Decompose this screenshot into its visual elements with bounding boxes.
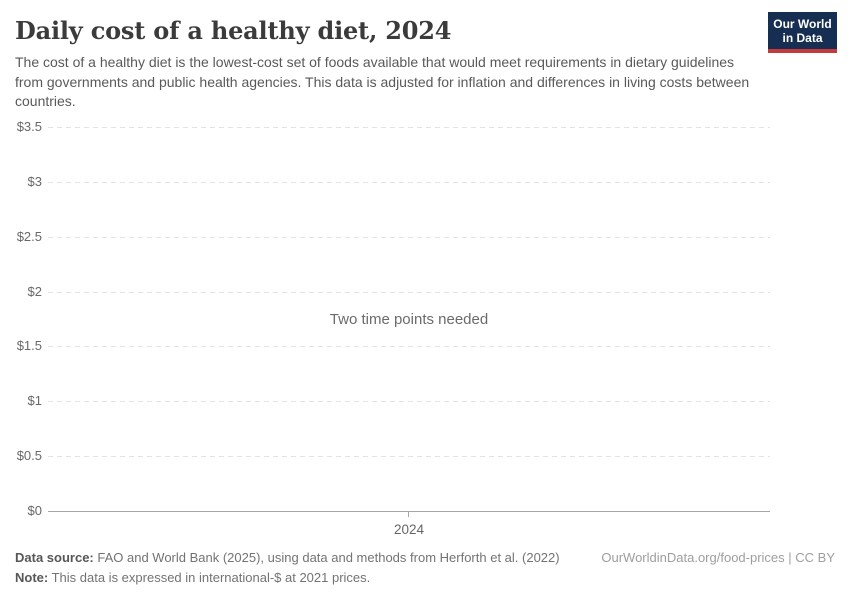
- y-axis-tick-label: $1: [27, 392, 42, 408]
- gridline: [48, 455, 770, 457]
- y-axis-tick-label: $3.5: [16, 118, 42, 134]
- gridline: [48, 236, 770, 238]
- y-axis-tick-label: $0: [27, 502, 42, 518]
- footer-note-text: This data is expressed in international-…: [48, 570, 371, 585]
- page-title: Daily cost of a healthy diet, 2024: [15, 16, 452, 45]
- x-axis-tick-label: 2024: [393, 521, 425, 537]
- gridline: [48, 345, 770, 347]
- x-axis-line: [48, 510, 770, 512]
- chart-empty-message: Two time points needed: [329, 310, 489, 328]
- x-axis-tick-mark: [408, 510, 409, 517]
- gridline: [48, 181, 770, 183]
- chart-footer: Data source: FAO and World Bank (2025), …: [0, 548, 850, 600]
- chart-subtitle: The cost of a healthy diet is the lowest…: [15, 54, 750, 109]
- gridline: [48, 400, 770, 402]
- owid-logo-text-line2: in Data: [782, 31, 823, 45]
- footer-note-label: Note:: [15, 570, 49, 585]
- footer-source-text: FAO and World Bank (2025), using data an…: [93, 550, 560, 565]
- owid-logo-text-line1: Our World: [773, 17, 832, 31]
- gridline: [48, 126, 770, 128]
- y-axis-tick-label: $2.5: [16, 228, 42, 244]
- y-axis-tick-label: $3: [27, 173, 42, 189]
- gridline: [48, 291, 770, 293]
- footer-source: Data source: FAO and World Bank (2025), …: [15, 548, 560, 568]
- footer-source-row: Data source: FAO and World Bank (2025), …: [15, 548, 835, 568]
- owid-logo: Our World in Data: [768, 12, 837, 53]
- y-axis-tick-label: $0.5: [16, 447, 42, 463]
- footer-license-link[interactable]: OurWorldinData.org/food-prices | CC BY: [601, 550, 835, 565]
- y-axis-tick-label: $2: [27, 283, 42, 299]
- chart-plot-area: $3.5 $3 $2.5 $2 $1.5 $1 $0.5 $0 Two time points…: [0, 119, 850, 547]
- footer-source-label: Data source:: [15, 550, 94, 565]
- chart-header: Daily cost of a healthy diet, 2024 The c…: [0, 0, 850, 112]
- footer-note: Note: This data is expressed in internat…: [15, 568, 835, 588]
- y-axis-tick-label: $1.5: [16, 337, 42, 353]
